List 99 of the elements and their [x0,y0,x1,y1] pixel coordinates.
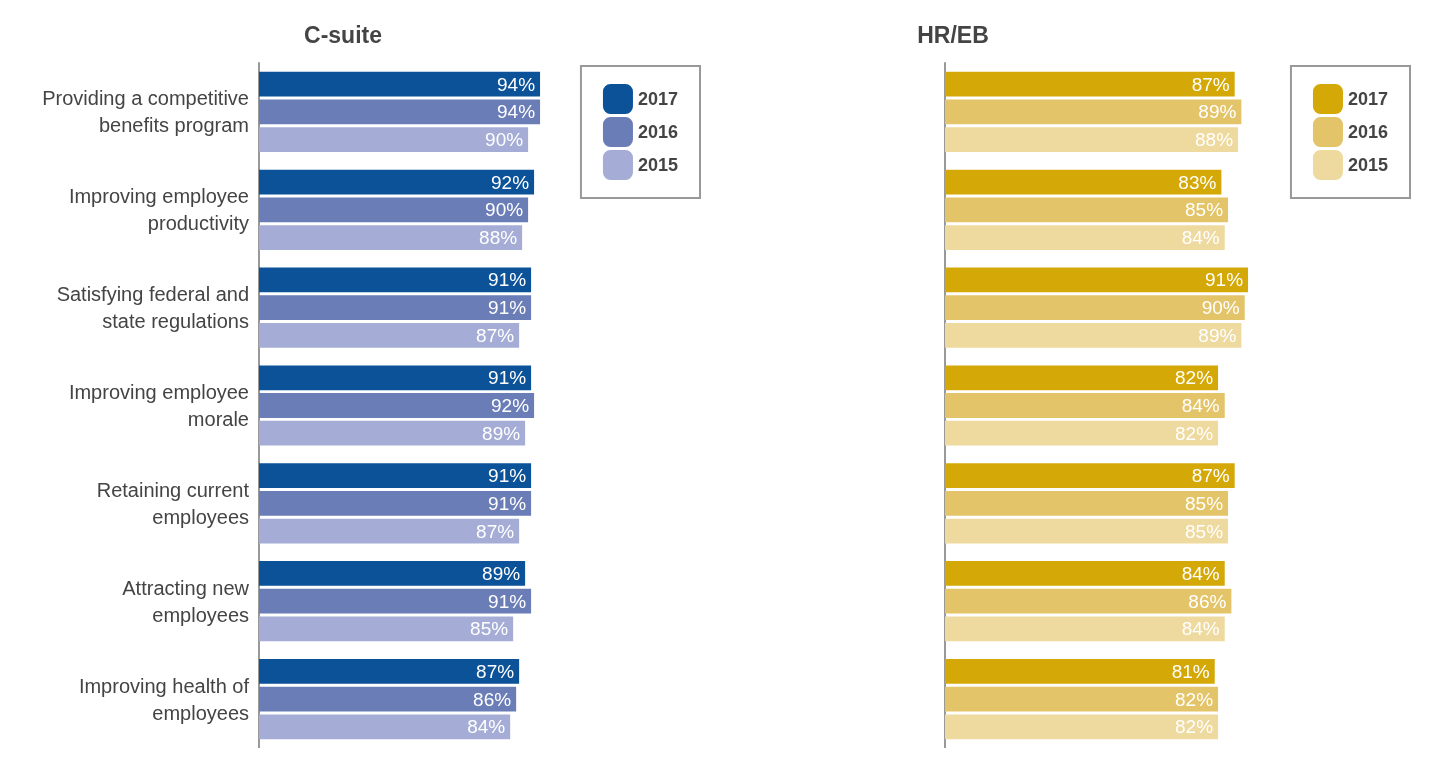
bar [945,490,1229,516]
legend-label: 2017 [1347,89,1388,109]
legend-label: 2017 [637,89,678,109]
bar [259,686,517,712]
bar [945,714,1219,740]
bar [945,127,1239,153]
legend-label: 2016 [1347,122,1388,142]
y-tick-label: Providing a competitive benefits program [42,87,249,137]
bar [945,686,1219,712]
data-label: 86% [1188,590,1227,612]
y-tick-label: Attracting new employees [122,576,250,626]
data-label: 91% [488,367,527,389]
bar [945,588,1232,614]
data-label: 84% [1181,562,1220,584]
data-label: 91% [488,590,527,612]
bar [945,323,1242,348]
data-label: 85% [1185,520,1224,542]
bar [945,99,1242,125]
data-label: 87% [476,520,515,542]
bar [259,518,520,544]
data-label: 84% [467,716,506,738]
y-tick-label: Satisfying federal and state regulations [56,283,249,333]
bar [259,561,526,586]
bar [259,99,541,125]
bar [945,616,1225,642]
bar [945,518,1229,544]
data-label: 84% [1181,395,1220,416]
data-label: 90% [485,199,524,221]
data-label: 94% [497,73,536,95]
data-label: 92% [491,395,530,416]
data-label: 86% [473,688,512,710]
y-tick-label: Improving employee morale [68,381,249,430]
bar [259,616,514,642]
data-label: 83% [1178,171,1217,193]
data-label: 87% [1191,465,1230,487]
data-label: 92% [491,171,530,193]
data-label: 91% [488,492,527,514]
data-label: 85% [1185,199,1224,221]
data-label: 82% [1175,422,1214,444]
bar [945,169,1222,195]
data-label: 82% [1175,367,1214,389]
data-label: 89% [1198,324,1237,346]
legend-label: 2015 [637,155,678,175]
bar [945,197,1229,223]
data-label: 91% [488,269,527,291]
data-label: 81% [1171,660,1210,682]
bar [259,267,532,293]
y-tick-label: Improving employee productivity [68,185,249,235]
data-label: 84% [1181,227,1220,249]
data-label: 87% [476,324,515,346]
bar [945,225,1225,250]
bar [259,365,532,391]
chart-title: C-suite [304,21,382,48]
bar [259,71,541,97]
data-label: 82% [1175,688,1214,710]
data-label: 87% [476,660,515,682]
bar [945,658,1215,684]
bar [945,420,1219,446]
bar [945,365,1219,391]
bar [259,169,535,195]
bar [259,490,532,516]
y-tick-label: Improving health of employees [78,674,250,724]
data-label: 85% [1185,492,1224,514]
bar [945,267,1249,293]
data-label: 84% [1181,618,1220,640]
data-label: 90% [1201,297,1240,319]
data-label: 88% [1195,129,1234,151]
bar [259,420,526,446]
legend-label: 2015 [1347,155,1388,175]
bar [945,295,1245,321]
data-label: 88% [479,227,518,249]
bar [945,463,1235,488]
legend-label: 2016 [637,122,678,142]
bar [259,393,535,418]
y-tick-label: Retaining current employees [96,478,250,528]
data-label: 90% [485,129,524,151]
bar [259,295,532,321]
bar [259,127,529,153]
bar [945,561,1225,586]
bar [945,393,1225,418]
bar [259,463,532,488]
data-label: 91% [488,465,527,487]
data-label: 91% [1205,269,1244,291]
data-label: 94% [497,101,536,123]
data-label: 82% [1175,716,1214,738]
data-label: 85% [470,618,509,640]
bar [259,225,523,250]
bar [945,71,1235,97]
data-label: 89% [482,562,521,584]
bar [259,197,529,223]
data-label: 89% [482,422,521,444]
bar [259,323,520,348]
chart-title: HR/EB [917,21,989,48]
bar [259,714,511,740]
bar [259,588,532,614]
data-label: 91% [488,297,527,319]
data-label: 87% [1191,73,1230,95]
data-label: 89% [1198,101,1237,123]
bar [259,658,520,684]
